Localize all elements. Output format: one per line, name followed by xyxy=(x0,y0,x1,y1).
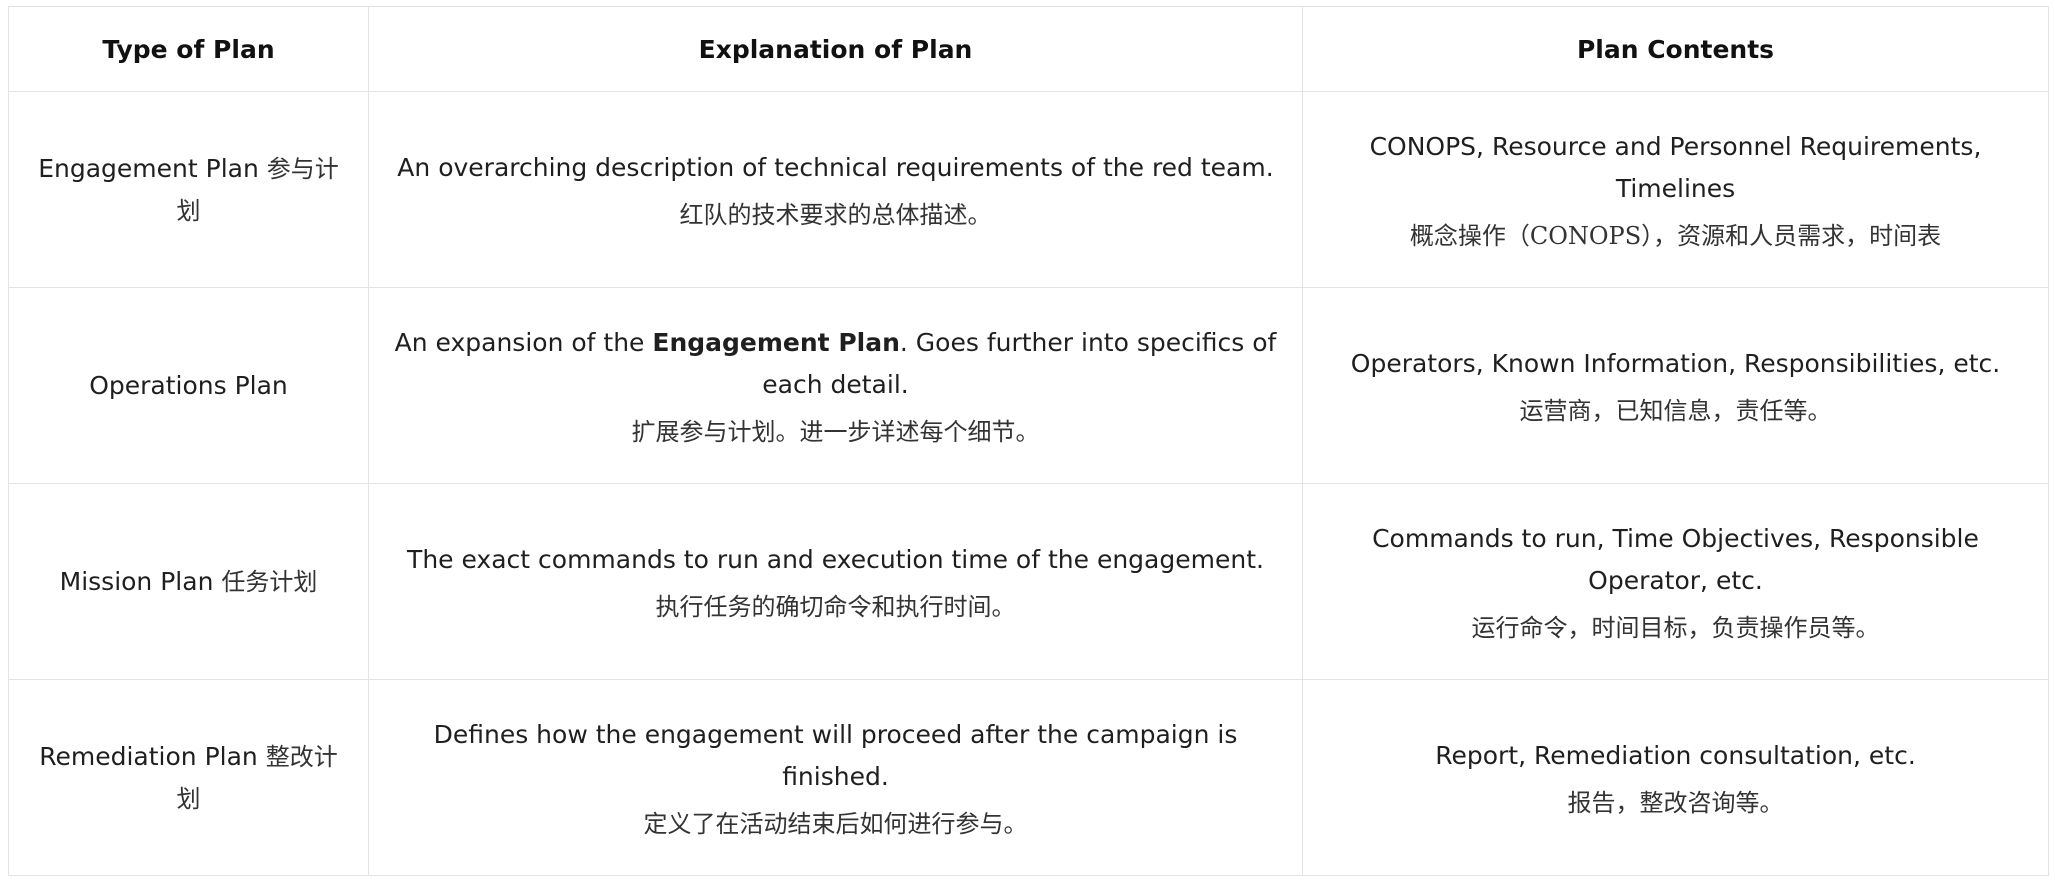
table-row: Mission Plan 任务计划 The exact commands to … xyxy=(8,483,2049,680)
table-row: Operations Plan An expansion of the Enga… xyxy=(8,287,2049,484)
type-zh: 参与计划 xyxy=(176,154,339,225)
explanation-cell: The exact commands to run and execution … xyxy=(368,483,1303,680)
explanation-en-bold: Engagement Plan xyxy=(652,327,900,357)
contents-en: Report, Remediation consultation, etc. xyxy=(1435,740,1916,770)
contents-zh: 运行命令，时间目标，负责操作员等。 xyxy=(1471,613,1880,642)
explanation-cell: Defines how the engagement will proceed … xyxy=(368,679,1303,876)
table-row: Engagement Plan 参与计划 An overarching desc… xyxy=(8,91,2049,288)
contents-en: CONOPS, Resource and Personnel Requireme… xyxy=(1369,131,1982,203)
type-en: Engagement Plan xyxy=(38,153,259,183)
type-cell: Mission Plan 任务计划 xyxy=(8,483,369,680)
explanation-zh: 红队的技术要求的总体描述。 xyxy=(679,200,992,229)
contents-zh: 运营商，已知信息，责任等。 xyxy=(1519,396,1832,425)
explanation-en: Defines how the engagement will proceed … xyxy=(433,719,1238,791)
contents-cell: Report, Remediation consultation, etc. 报… xyxy=(1302,679,2049,876)
explanation-cell: An overarching description of technical … xyxy=(368,91,1303,288)
explanation-en-post: . Goes further into specifics of each de… xyxy=(762,327,1277,399)
header-explanation-of-plan: Explanation of Plan xyxy=(368,6,1303,92)
plans-table: Type of Plan Explanation of Plan Plan Co… xyxy=(8,6,2049,876)
type-cell: Operations Plan xyxy=(8,287,369,484)
type-en: Operations Plan xyxy=(89,370,288,400)
explanation-zh: 定义了在活动结束后如何进行参与。 xyxy=(643,809,1028,838)
contents-cell: CONOPS, Resource and Personnel Requireme… xyxy=(1302,91,2049,288)
header-type-of-plan: Type of Plan xyxy=(8,6,369,92)
contents-en: Operators, Known Information, Responsibi… xyxy=(1350,348,2001,378)
explanation-zh: 执行任务的确切命令和执行时间。 xyxy=(655,592,1016,621)
contents-zh: 概念操作（CONOPS），资源和人员需求，时间表 xyxy=(1409,221,1942,250)
explanation-en: An overarching description of technical … xyxy=(397,152,1274,182)
table-header-row: Type of Plan Explanation of Plan Plan Co… xyxy=(8,6,2049,92)
contents-en: Commands to run, Time Objectives, Respon… xyxy=(1372,523,1979,595)
type-cell: Engagement Plan 参与计划 xyxy=(8,91,369,288)
type-cell: Remediation Plan 整改计划 xyxy=(8,679,369,876)
explanation-en-pre: An expansion of the xyxy=(394,327,653,357)
explanation-cell: An expansion of the Engagement Plan. Goe… xyxy=(368,287,1303,484)
explanation-en: The exact commands to run and execution … xyxy=(407,544,1264,574)
contents-zh: 报告，整改咨询等。 xyxy=(1567,788,1784,817)
type-zh: 任务计划 xyxy=(221,567,318,596)
type-zh: 整改计划 xyxy=(176,742,338,813)
type-en: Remediation Plan xyxy=(39,741,258,771)
contents-cell: Commands to run, Time Objectives, Respon… xyxy=(1302,483,2049,680)
explanation-zh: 扩展参与计划。进一步详述每个细节。 xyxy=(631,417,1040,446)
plans-table-wrapper: Type of Plan Explanation of Plan Plan Co… xyxy=(8,6,2049,876)
contents-cell: Operators, Known Information, Responsibi… xyxy=(1302,287,2049,484)
type-en: Mission Plan xyxy=(59,566,214,596)
table-row: Remediation Plan 整改计划 Defines how the en… xyxy=(8,679,2049,876)
header-plan-contents: Plan Contents xyxy=(1302,6,2049,92)
